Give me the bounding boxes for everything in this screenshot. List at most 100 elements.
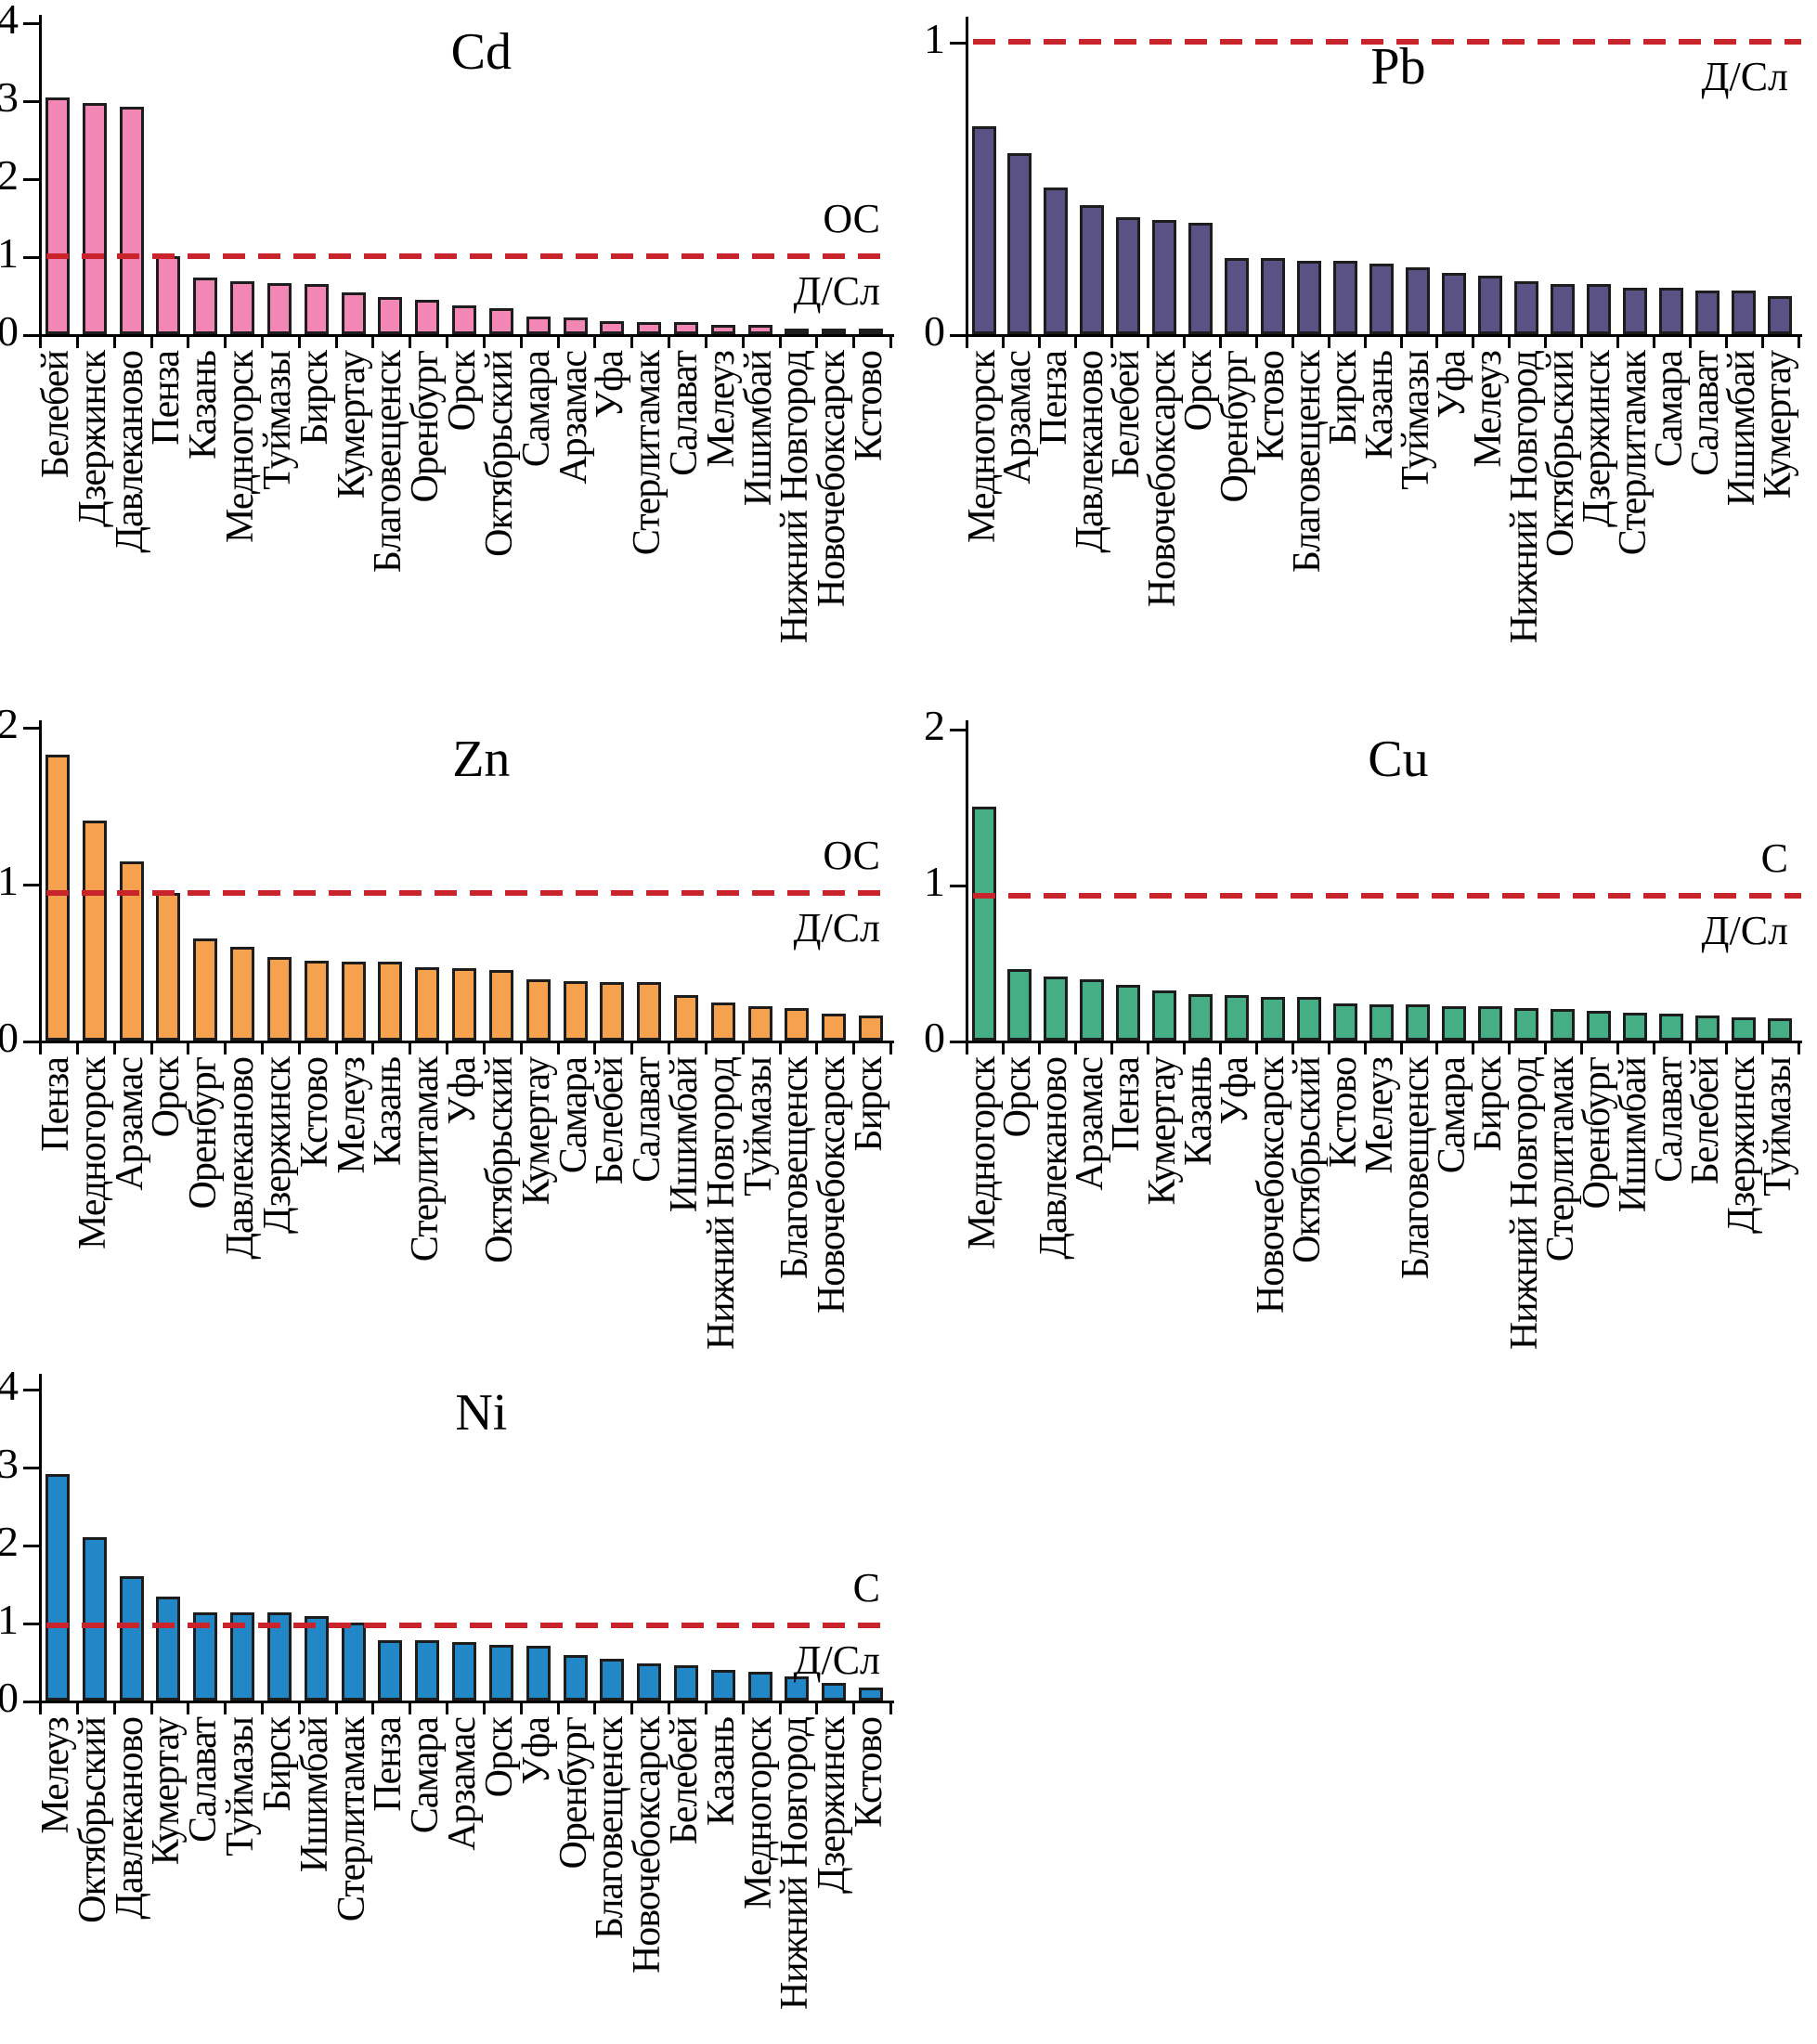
bar bbox=[1080, 979, 1105, 1041]
x-axis-label: Казань bbox=[367, 1057, 410, 1166]
bar bbox=[1731, 1017, 1756, 1041]
x-tick bbox=[297, 1701, 301, 1714]
x-axis-label: Дзержинск bbox=[71, 351, 114, 527]
x-tick bbox=[519, 334, 523, 348]
x-axis-label: Бирск bbox=[292, 351, 336, 446]
x-tick bbox=[1616, 1041, 1620, 1054]
ref-label-above: С bbox=[852, 1564, 880, 1611]
x-tick bbox=[409, 1041, 412, 1054]
x-axis-label: Арзамас bbox=[552, 351, 595, 485]
x-tick bbox=[1544, 334, 1548, 348]
bar bbox=[563, 981, 588, 1041]
x-axis-label: Казань bbox=[699, 1717, 743, 1826]
x-tick bbox=[149, 334, 153, 348]
bar bbox=[1694, 1016, 1720, 1041]
bar bbox=[156, 256, 181, 334]
x-tick bbox=[149, 1701, 153, 1714]
x-axis-label: Уфа bbox=[514, 1717, 558, 1785]
ref-label-below: Д/Сл bbox=[1701, 907, 1788, 953]
x-axis bbox=[963, 334, 1802, 337]
bar bbox=[415, 967, 440, 1041]
x-tick bbox=[297, 1041, 301, 1054]
y-tick bbox=[950, 885, 966, 887]
x-axis-label: Кстово bbox=[292, 1057, 336, 1168]
x-axis-label: Кстово bbox=[1250, 351, 1293, 461]
bar bbox=[1586, 1011, 1611, 1041]
bar bbox=[600, 321, 625, 334]
x-tick bbox=[334, 334, 338, 348]
x-tick bbox=[1327, 1041, 1330, 1054]
x-tick bbox=[39, 1701, 42, 1714]
x-tick bbox=[187, 1041, 190, 1054]
x-axis-label: Салават bbox=[182, 1717, 226, 1843]
bar bbox=[1080, 205, 1105, 334]
x-axis-label: Октябрьский bbox=[1286, 1057, 1330, 1263]
bar bbox=[747, 1672, 772, 1701]
bar bbox=[859, 329, 884, 334]
bar bbox=[415, 300, 440, 334]
x-axis-label: Кстово bbox=[1322, 1057, 1365, 1168]
reference-line bbox=[46, 1622, 893, 1628]
bar bbox=[1188, 994, 1213, 1041]
x-tick bbox=[815, 334, 819, 348]
x-tick bbox=[261, 334, 264, 348]
x-axis-label: Октябрьский bbox=[477, 351, 521, 557]
x-axis-label: Новочебоксарск bbox=[1141, 351, 1185, 608]
bar bbox=[859, 1688, 884, 1701]
bar bbox=[1767, 1018, 1792, 1041]
x-tick bbox=[556, 1701, 560, 1714]
x-tick bbox=[593, 334, 597, 348]
x-tick bbox=[1146, 334, 1149, 348]
y-tick-label: 0 bbox=[924, 307, 945, 355]
bar bbox=[82, 821, 107, 1041]
x-tick bbox=[704, 1701, 707, 1714]
bar bbox=[1477, 276, 1502, 334]
x-axis-label: Мелеуз bbox=[33, 1717, 77, 1834]
x-tick bbox=[1472, 1041, 1475, 1054]
x-axis-label: Благовещенск bbox=[773, 1057, 817, 1280]
x-axis-label: Благовещенск bbox=[1395, 1057, 1437, 1280]
x-tick bbox=[630, 1701, 634, 1714]
x-axis-label: Ишимбай bbox=[663, 1057, 706, 1213]
x-axis-label: Октябрьский bbox=[477, 1057, 521, 1263]
x-axis-label: Дзержинск bbox=[1720, 1057, 1763, 1234]
ref-label-above: ОС bbox=[823, 196, 880, 241]
bar bbox=[1658, 288, 1683, 334]
x-tick bbox=[334, 1701, 338, 1714]
x-axis-label: Уфа bbox=[441, 1057, 484, 1125]
bar bbox=[1622, 288, 1647, 334]
x-axis-label: Белебей bbox=[589, 1057, 632, 1185]
chart-title: Pb bbox=[1370, 38, 1426, 96]
x-tick bbox=[1218, 334, 1222, 348]
x-axis-label: Кстово bbox=[848, 351, 891, 461]
x-axis-label: Стерлитамак bbox=[1611, 351, 1655, 556]
x-tick bbox=[297, 334, 301, 348]
chart-title: Cu bbox=[1368, 731, 1429, 788]
x-tick bbox=[1327, 334, 1330, 348]
bar bbox=[415, 1640, 440, 1701]
x-tick bbox=[556, 334, 560, 348]
bar bbox=[1477, 1006, 1502, 1041]
reference-line bbox=[46, 253, 893, 259]
y-tick bbox=[23, 256, 39, 259]
x-axis bbox=[963, 1041, 1802, 1043]
x-axis-label: Оренбург bbox=[552, 1717, 595, 1869]
x-tick bbox=[778, 1701, 782, 1714]
x-axis-label: Благовещенск bbox=[589, 1717, 632, 1940]
ref-label-above: ОС bbox=[823, 833, 880, 879]
x-tick bbox=[966, 334, 968, 348]
bar bbox=[82, 103, 107, 334]
y-axis bbox=[966, 720, 968, 1043]
x-tick bbox=[1472, 334, 1475, 348]
x-axis-label: Туймазы bbox=[255, 351, 299, 490]
x-tick bbox=[446, 1701, 449, 1714]
x-axis-label: Оренбург bbox=[182, 1057, 226, 1210]
x-tick bbox=[741, 1701, 745, 1714]
bar bbox=[1188, 223, 1213, 334]
x-tick bbox=[1146, 1041, 1149, 1054]
bar bbox=[526, 979, 551, 1041]
bar bbox=[45, 1474, 70, 1701]
x-tick bbox=[815, 1041, 819, 1054]
x-axis-label: Медногорск bbox=[71, 1057, 114, 1249]
y-axis bbox=[39, 15, 42, 337]
